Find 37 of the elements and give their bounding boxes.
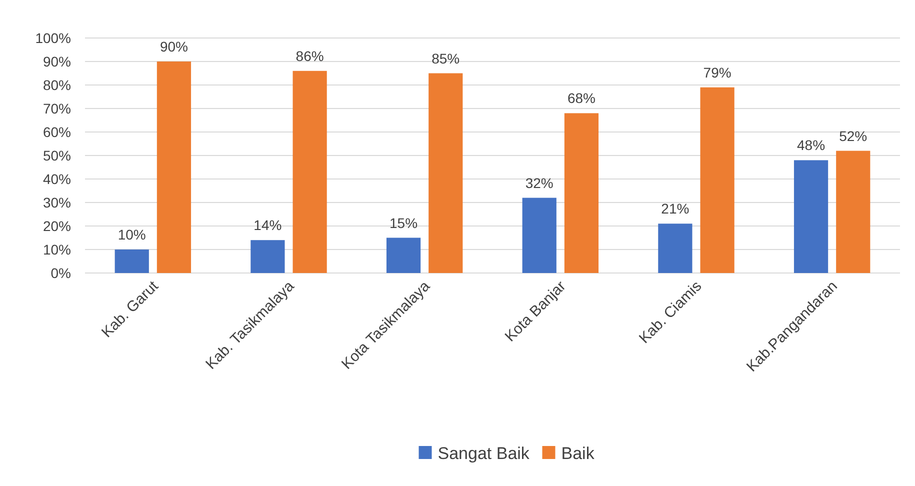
data-label: 86% [296,48,324,64]
bar [522,198,556,273]
y-tick-label: 100% [35,30,71,46]
data-label: 68% [567,90,596,106]
bar [700,87,734,273]
data-label: 10% [118,226,146,242]
y-tick-label: 40% [42,170,71,187]
y-tick-label: 10% [42,241,71,258]
data-label: 48% [797,137,826,154]
y-tick-label: 80% [42,76,71,93]
y-tick-label: 70% [42,100,71,116]
data-label: 15% [390,214,418,231]
bar [114,250,149,273]
legend-label: Sangat Baik [438,444,530,463]
data-label: 79% [703,64,732,80]
data-label: 85% [432,50,460,66]
data-label: 21% [661,200,690,217]
bar [794,160,828,273]
bar [836,150,870,273]
legend-label: Baik [561,444,595,463]
bar [250,240,285,273]
data-label: 52% [839,128,868,144]
bar [156,62,192,273]
y-tick-label: 90% [42,53,71,70]
y-tick-label: 0% [50,264,71,281]
bar [564,113,599,273]
y-tick-label: 30% [42,194,71,210]
bar [292,70,327,273]
y-tick-label: 20% [42,218,71,234]
y-tick-label: 60% [42,124,71,140]
y-tick-label: 50% [42,147,71,164]
bar [658,224,692,273]
bar [428,73,463,273]
data-label: 90% [160,38,188,54]
bar [386,238,421,273]
data-label: 14% [254,217,282,234]
data-label: 32% [525,174,554,191]
